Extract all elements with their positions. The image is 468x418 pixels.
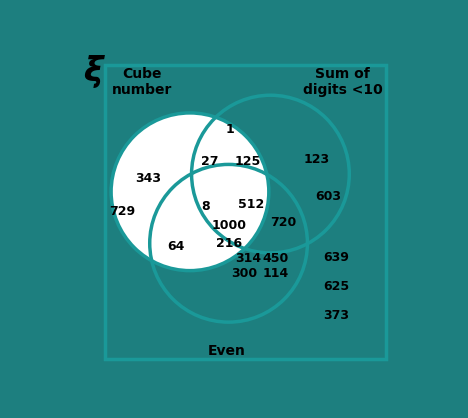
Text: 216: 216: [216, 237, 241, 250]
Circle shape: [111, 113, 269, 270]
Text: 603: 603: [315, 190, 341, 203]
Text: 64: 64: [167, 240, 184, 253]
Text: 1: 1: [226, 122, 234, 135]
Text: Sum of
digits <10: Sum of digits <10: [303, 67, 383, 97]
Text: ξ: ξ: [83, 55, 103, 88]
Text: 729: 729: [110, 204, 135, 218]
Text: Even: Even: [208, 344, 246, 358]
Text: 114: 114: [262, 268, 288, 280]
Text: 625: 625: [323, 280, 350, 293]
Text: 300: 300: [232, 268, 258, 280]
Text: 450: 450: [262, 252, 288, 265]
Text: 373: 373: [323, 309, 350, 322]
Text: 720: 720: [270, 216, 296, 229]
Text: 314: 314: [235, 252, 261, 265]
Text: 1000: 1000: [211, 219, 246, 232]
Text: Cube
number: Cube number: [111, 67, 172, 97]
Text: 343: 343: [135, 172, 161, 186]
Text: 8: 8: [202, 200, 211, 213]
Text: 512: 512: [238, 198, 264, 211]
Bar: [105, 65, 386, 359]
Text: 27: 27: [200, 155, 218, 168]
Text: 123: 123: [304, 153, 330, 166]
Text: 125: 125: [235, 155, 261, 168]
Text: 639: 639: [323, 251, 349, 264]
